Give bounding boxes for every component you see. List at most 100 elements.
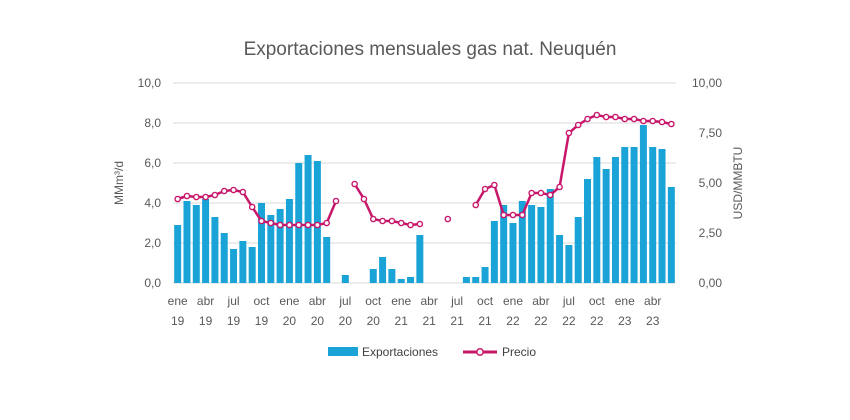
bar bbox=[397, 279, 405, 283]
price-point bbox=[267, 219, 275, 227]
x-tick-year: 22 bbox=[506, 314, 520, 328]
x-tick-year: 21 bbox=[422, 314, 436, 328]
bar bbox=[276, 209, 284, 283]
bar bbox=[472, 277, 480, 283]
price-point bbox=[519, 211, 526, 219]
bar bbox=[323, 237, 331, 283]
x-tick-month: ene bbox=[279, 294, 299, 308]
bar bbox=[602, 169, 610, 283]
price-point bbox=[379, 217, 386, 225]
bar bbox=[593, 157, 601, 283]
x-tick-month: ene bbox=[503, 294, 523, 308]
price-point bbox=[491, 181, 498, 189]
bar bbox=[211, 217, 219, 283]
price-point bbox=[286, 221, 293, 229]
bar bbox=[192, 205, 200, 283]
x-tick-year: 19 bbox=[255, 314, 269, 328]
bar bbox=[379, 257, 387, 283]
left-axis-ticks: 0,0 2,0 4,0 6,0 8,0 10,0 bbox=[138, 76, 162, 290]
bar bbox=[621, 147, 629, 283]
bar bbox=[369, 269, 377, 283]
price-point bbox=[258, 217, 265, 225]
bar bbox=[630, 147, 638, 283]
price-point bbox=[388, 217, 396, 225]
bar bbox=[574, 217, 582, 283]
price-point bbox=[174, 195, 181, 203]
bar bbox=[239, 241, 247, 283]
price-point bbox=[584, 115, 591, 123]
right-tick-label: 5,00 bbox=[699, 176, 723, 190]
chart-title: Exportaciones mensuales gas nat. Neuquén bbox=[244, 39, 617, 60]
x-tick-month: abr bbox=[309, 294, 326, 308]
left-tick-label: 0,0 bbox=[144, 276, 161, 290]
bar bbox=[658, 149, 666, 283]
bar bbox=[267, 215, 275, 283]
x-axis-ticks: ene 19 abr 19 jul 19 oct 19 ene 20 abr 20 jul 20 oct 20… bbox=[168, 294, 662, 328]
left-tick-label: 2,0 bbox=[144, 236, 161, 250]
price-point bbox=[444, 215, 452, 223]
right-tick-label: 2,50 bbox=[699, 226, 723, 240]
price-point bbox=[668, 120, 675, 128]
price-point bbox=[612, 113, 619, 121]
price-point bbox=[239, 188, 247, 196]
x-tick-month: abr bbox=[420, 294, 437, 308]
price-point bbox=[658, 118, 666, 126]
x-tick-year: 19 bbox=[227, 314, 241, 328]
bar bbox=[257, 203, 265, 283]
x-tick-month: jul bbox=[450, 294, 463, 308]
x-tick-year: 22 bbox=[590, 314, 604, 328]
x-tick-year: 21 bbox=[395, 314, 409, 328]
price-point bbox=[183, 192, 191, 200]
price-point bbox=[565, 129, 573, 137]
x-tick-year: 22 bbox=[534, 314, 548, 328]
x-tick-year: 21 bbox=[478, 314, 492, 328]
x-tick-year: 22 bbox=[562, 314, 576, 328]
price-line-segment bbox=[474, 113, 672, 217]
bar bbox=[509, 223, 517, 283]
x-tick-month: oct bbox=[589, 294, 606, 308]
x-tick-year: 23 bbox=[646, 314, 660, 328]
x-tick-month: oct bbox=[477, 294, 494, 308]
x-tick-year: 20 bbox=[283, 314, 297, 328]
left-axis-title: MMm³/d bbox=[112, 161, 126, 205]
price-point bbox=[528, 189, 535, 197]
left-tick-label: 8,0 bbox=[144, 116, 161, 130]
bar bbox=[528, 205, 536, 283]
price-point bbox=[472, 201, 480, 209]
price-point bbox=[481, 185, 489, 193]
bar bbox=[500, 205, 508, 283]
bar bbox=[304, 155, 312, 283]
price-point bbox=[230, 186, 237, 194]
bar bbox=[556, 235, 564, 283]
bar bbox=[248, 247, 256, 283]
right-tick-label: 0,00 bbox=[699, 276, 723, 290]
price-point bbox=[556, 183, 563, 191]
bar bbox=[481, 267, 489, 283]
price-point bbox=[369, 215, 377, 223]
price-point bbox=[202, 193, 209, 201]
right-axis-ticks: 0,00 2,50 5,00 7,50 10,00 bbox=[692, 76, 722, 290]
bar bbox=[183, 201, 191, 283]
gridlines bbox=[173, 82, 676, 284]
price-point bbox=[500, 211, 507, 219]
bar bbox=[611, 157, 619, 283]
legend-swatch-exportaciones bbox=[328, 347, 358, 356]
bar bbox=[565, 245, 573, 283]
x-tick-year: 23 bbox=[618, 314, 632, 328]
bar bbox=[341, 275, 349, 283]
price-point bbox=[602, 113, 610, 121]
price-point bbox=[332, 197, 340, 205]
right-tick-label: 10,00 bbox=[692, 76, 722, 90]
x-tick-year: 19 bbox=[199, 314, 213, 328]
bar bbox=[202, 199, 210, 283]
right-tick-label: 7,50 bbox=[699, 126, 723, 140]
price-point bbox=[630, 115, 638, 123]
left-tick-label: 10,0 bbox=[138, 76, 162, 90]
line-series-precio bbox=[174, 111, 675, 229]
bar bbox=[584, 179, 592, 283]
bar bbox=[174, 225, 182, 283]
bar bbox=[490, 221, 498, 283]
price-point bbox=[397, 219, 405, 227]
x-tick-month: ene bbox=[615, 294, 635, 308]
